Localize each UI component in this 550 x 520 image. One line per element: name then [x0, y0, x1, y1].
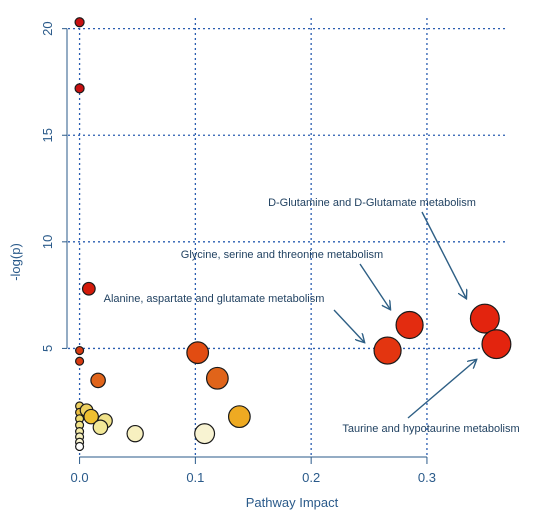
data-point [481, 329, 512, 360]
data-point [74, 83, 85, 94]
data-points [74, 17, 512, 452]
data-point [75, 441, 85, 452]
y-axis-title: -log(p) [8, 243, 23, 281]
axis-layer: 0.0 0.1 0.2 0.3 5 10 15 20 [40, 21, 436, 485]
grid-layer [68, 18, 508, 455]
x-tick-label: 0.0 [71, 470, 89, 485]
data-point [373, 336, 402, 365]
y-tick-label: 5 [40, 345, 55, 352]
data-point [92, 419, 109, 436]
annotation-label: Taurine and hypotaurine metabolism [342, 423, 519, 435]
data-point [395, 310, 424, 340]
annotation-labels: D-Glutamine and D-Glutamate metabolism Gl… [104, 197, 520, 435]
x-axis-title: Pathway Impact [246, 495, 339, 510]
annotation-label: Glycine, serine and threonine metabolism [181, 249, 383, 261]
data-point [469, 303, 500, 334]
data-point [205, 366, 229, 390]
annotation-arrows [333, 211, 476, 419]
data-point [227, 405, 251, 429]
data-point [75, 345, 85, 356]
x-tick-label: 0.2 [302, 470, 320, 485]
data-point [83, 408, 99, 425]
annotation-arrow [421, 211, 466, 298]
x-tick-label: 0.1 [186, 470, 204, 485]
annotation-arrow [407, 360, 476, 419]
data-point [126, 424, 144, 443]
y-tick-label: 15 [40, 128, 55, 142]
data-point [81, 281, 96, 296]
data-point [74, 17, 85, 28]
annotation-arrow [333, 309, 364, 342]
y-tick-label: 20 [40, 21, 55, 35]
annotation-label: Alanine, aspartate and glutamate metabol… [104, 293, 325, 305]
y-tick-label: 10 [40, 235, 55, 249]
data-point [90, 372, 106, 389]
annotation-label: D-Glutamine and D-Glutamate metabolism [268, 197, 476, 209]
data-point [194, 423, 216, 445]
x-tick-label: 0.3 [418, 470, 436, 485]
data-point [186, 341, 210, 365]
data-point [75, 356, 85, 366]
annotation-arrow [359, 263, 390, 309]
